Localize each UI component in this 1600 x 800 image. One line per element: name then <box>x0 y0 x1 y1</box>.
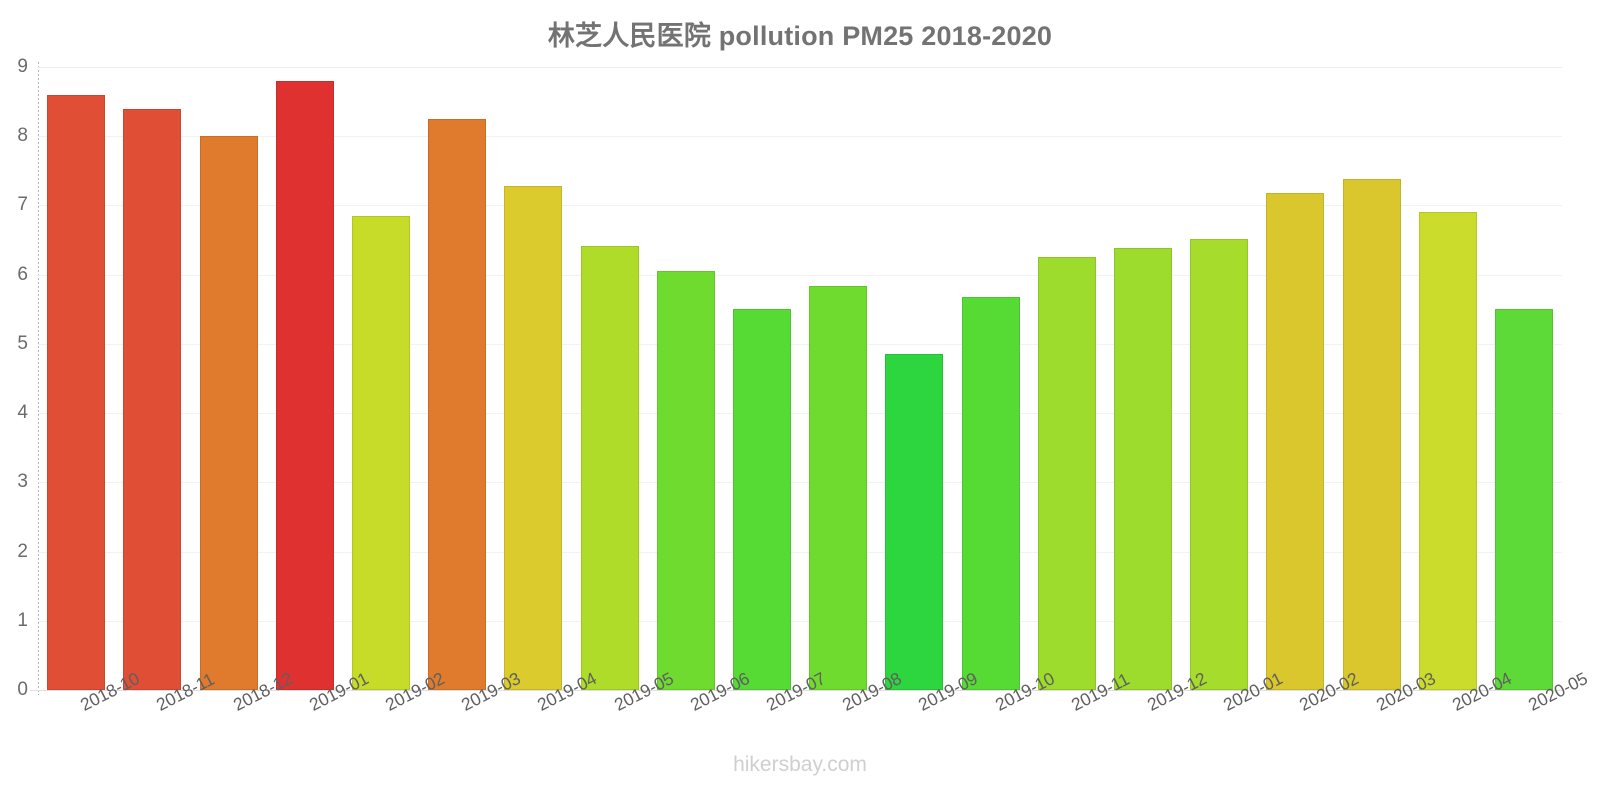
y-tick-label: 9 <box>17 56 28 77</box>
bar-rect <box>809 286 868 690</box>
bar-rect <box>1494 309 1553 690</box>
bar[interactable] <box>885 354 944 690</box>
bar[interactable] <box>47 94 106 690</box>
y-tick-label: 0 <box>17 679 28 700</box>
bar[interactable] <box>428 118 487 690</box>
y-tick-label: 1 <box>17 609 28 631</box>
bar[interactable] <box>1342 179 1401 690</box>
y-tick-label: 7 <box>17 194 28 216</box>
bar[interactable] <box>1037 257 1096 690</box>
gridline <box>38 67 1562 68</box>
gridline <box>38 620 1562 622</box>
bar-rect <box>199 136 258 690</box>
y-tick-label: 4 <box>17 402 28 424</box>
y-tick-label: 8 <box>17 125 28 147</box>
gridline <box>38 551 1562 553</box>
gridline <box>38 205 1562 207</box>
gridline <box>38 274 1562 276</box>
bar-rect <box>1037 257 1096 690</box>
bar-rect <box>656 270 715 690</box>
bar[interactable] <box>275 80 334 690</box>
bar-rect <box>351 215 410 690</box>
gridline <box>38 482 1562 484</box>
bar[interactable] <box>580 245 639 690</box>
bar[interactable] <box>123 108 182 690</box>
bar-rect <box>1190 238 1249 690</box>
bar[interactable] <box>809 286 868 690</box>
y-tick-label: 3 <box>17 471 28 493</box>
y-axis-line <box>38 62 39 695</box>
bar[interactable] <box>732 309 791 690</box>
plot-area <box>38 67 1562 690</box>
bar-rect <box>275 80 334 690</box>
bar-rect <box>885 354 944 690</box>
bar-rect <box>47 94 106 690</box>
bar[interactable] <box>351 215 410 690</box>
bar-rect <box>1342 179 1401 690</box>
bar-rect <box>1113 248 1172 690</box>
bar[interactable] <box>1113 248 1172 690</box>
bar[interactable] <box>504 186 563 690</box>
bar[interactable] <box>1190 238 1249 690</box>
bar[interactable] <box>656 270 715 690</box>
bar-rect <box>580 245 639 690</box>
bar-rect <box>961 296 1020 690</box>
bar[interactable] <box>199 136 258 690</box>
y-tick-label: 2 <box>17 540 28 562</box>
footer-watermark: hikersbay.com <box>733 753 867 776</box>
y-tick-label: 5 <box>17 332 28 354</box>
bar-rect <box>504 186 563 690</box>
gridline <box>38 136 1562 138</box>
bar-rect <box>123 108 182 690</box>
bar-rect <box>1266 193 1325 690</box>
chart-title: 林芝人民医院 pollution PM25 2018-2020 <box>547 21 1053 51</box>
bar-rect <box>1418 212 1477 690</box>
bar[interactable] <box>1418 212 1477 690</box>
gridline <box>38 413 1562 415</box>
bar-rect <box>732 309 791 690</box>
bar[interactable] <box>1494 309 1553 690</box>
bar[interactable] <box>961 296 1020 690</box>
bar[interactable] <box>1266 193 1325 690</box>
x-axis-line <box>30 690 1562 691</box>
y-tick-label: 6 <box>17 263 28 285</box>
gridline <box>38 343 1562 345</box>
bar-rect <box>428 118 487 690</box>
